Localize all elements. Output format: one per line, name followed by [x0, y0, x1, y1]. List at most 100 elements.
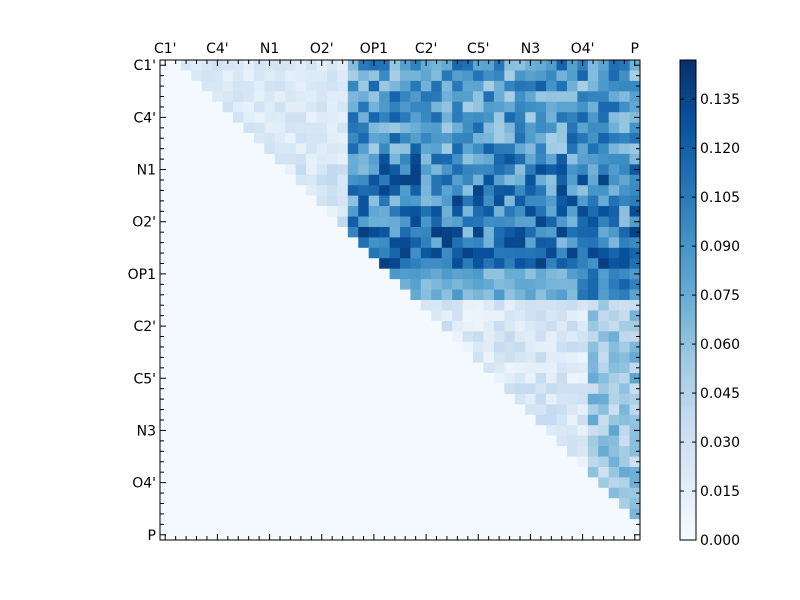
heatmap-cell — [379, 268, 390, 280]
heatmap-cell — [473, 498, 484, 510]
heatmap-cell — [587, 414, 599, 426]
heatmap-cell — [577, 310, 589, 322]
heatmap-cell — [629, 446, 641, 457]
heatmap-cell — [452, 508, 463, 520]
heatmap-cell — [337, 519, 349, 530]
heatmap-cell — [285, 185, 297, 197]
x-tick-label: O4' — [571, 41, 595, 57]
heatmap-cell — [243, 195, 255, 207]
heatmap-cell — [462, 268, 474, 280]
heatmap-cell — [514, 320, 526, 332]
heatmap-cell — [525, 247, 537, 259]
heatmap-cell — [180, 393, 192, 405]
heatmap-cell — [170, 331, 182, 343]
heatmap-cell — [347, 320, 359, 332]
heatmap-cell — [598, 80, 610, 92]
heatmap-cell — [462, 341, 474, 353]
heatmap-cell — [546, 153, 557, 165]
heatmap-cell — [431, 101, 443, 113]
heatmap-cell — [358, 112, 370, 123]
heatmap-cell — [243, 435, 255, 447]
heatmap-cell — [358, 310, 370, 322]
heatmap-cell — [431, 133, 443, 144]
heatmap-cell — [608, 268, 620, 280]
heatmap-cell — [222, 519, 234, 530]
heatmap-cell — [243, 206, 255, 217]
heatmap-cell — [619, 101, 630, 113]
heatmap-cell — [222, 195, 234, 207]
heatmap-cell — [473, 91, 484, 103]
heatmap-cell — [222, 435, 234, 447]
heatmap-cell — [274, 393, 286, 405]
heatmap-cell — [326, 112, 338, 123]
heatmap-cell — [285, 143, 297, 155]
heatmap-cell — [535, 446, 547, 457]
heatmap-cell — [483, 498, 495, 510]
heatmap-cell — [400, 320, 411, 332]
heatmap-cell — [379, 425, 390, 437]
heatmap-cell — [243, 331, 255, 343]
heatmap-cell — [389, 320, 401, 332]
heatmap-cell — [546, 195, 557, 207]
heatmap-cell — [587, 60, 599, 71]
heatmap-cell — [243, 164, 255, 176]
heatmap-cell — [504, 279, 516, 290]
heatmap-cell — [462, 362, 474, 374]
heatmap-cell — [546, 508, 557, 520]
heatmap-cell — [253, 414, 265, 426]
heatmap-cell — [577, 466, 589, 478]
heatmap-cell — [222, 122, 234, 134]
heatmap-cell — [400, 226, 411, 238]
heatmap-cell — [629, 435, 641, 447]
heatmap-cell — [389, 508, 401, 520]
heatmap-cell — [306, 393, 317, 405]
heatmap-cell — [253, 320, 265, 332]
heatmap-cell — [389, 153, 401, 165]
heatmap-cell — [619, 341, 630, 353]
heatmap-cell — [546, 425, 557, 437]
heatmap-cell — [191, 320, 203, 332]
heatmap-cell — [180, 529, 192, 541]
heatmap-cell — [441, 216, 453, 228]
heatmap-cell — [389, 373, 401, 384]
heatmap-cell — [201, 60, 213, 71]
heatmap-frame — [159, 59, 641, 541]
heatmap-cell — [452, 341, 463, 353]
heatmap-cell — [420, 122, 432, 134]
heatmap-cell — [358, 268, 370, 280]
heatmap-cell — [243, 341, 255, 353]
heatmap-cell — [420, 331, 432, 343]
heatmap-cell — [222, 331, 234, 343]
heatmap-cell — [410, 425, 422, 437]
heatmap-cell — [170, 247, 182, 259]
heatmap-cell — [452, 320, 463, 332]
heatmap-cell — [410, 70, 422, 82]
heatmap-cell — [535, 310, 547, 322]
heatmap-cell — [295, 174, 307, 186]
heatmap-cell — [493, 508, 505, 520]
heatmap-cell — [326, 393, 338, 405]
heatmap-cell — [535, 414, 547, 426]
heatmap-cell — [191, 258, 203, 270]
heatmap-cell — [504, 320, 516, 332]
heatmap-cell — [556, 373, 568, 384]
heatmap-cell — [326, 226, 338, 238]
heatmap-cell — [201, 519, 213, 530]
heatmap-cell — [180, 206, 192, 217]
heatmap-cell — [535, 101, 547, 113]
heatmap-cell — [410, 237, 422, 249]
heatmap-cell — [619, 153, 630, 165]
heatmap-cell — [452, 466, 463, 478]
heatmap-cell — [556, 268, 568, 280]
heatmap-cell — [462, 529, 474, 541]
heatmap-cell — [587, 487, 599, 499]
heatmap-cell — [587, 383, 599, 395]
heatmap-cell — [368, 466, 380, 478]
heatmap-cell — [629, 70, 641, 82]
heatmap-cell — [243, 352, 255, 363]
heatmap-cell — [410, 498, 422, 510]
heatmap-cell — [566, 414, 578, 426]
heatmap-cell — [191, 91, 203, 103]
heatmap-cell — [233, 446, 244, 457]
heatmap-cell — [420, 258, 432, 270]
